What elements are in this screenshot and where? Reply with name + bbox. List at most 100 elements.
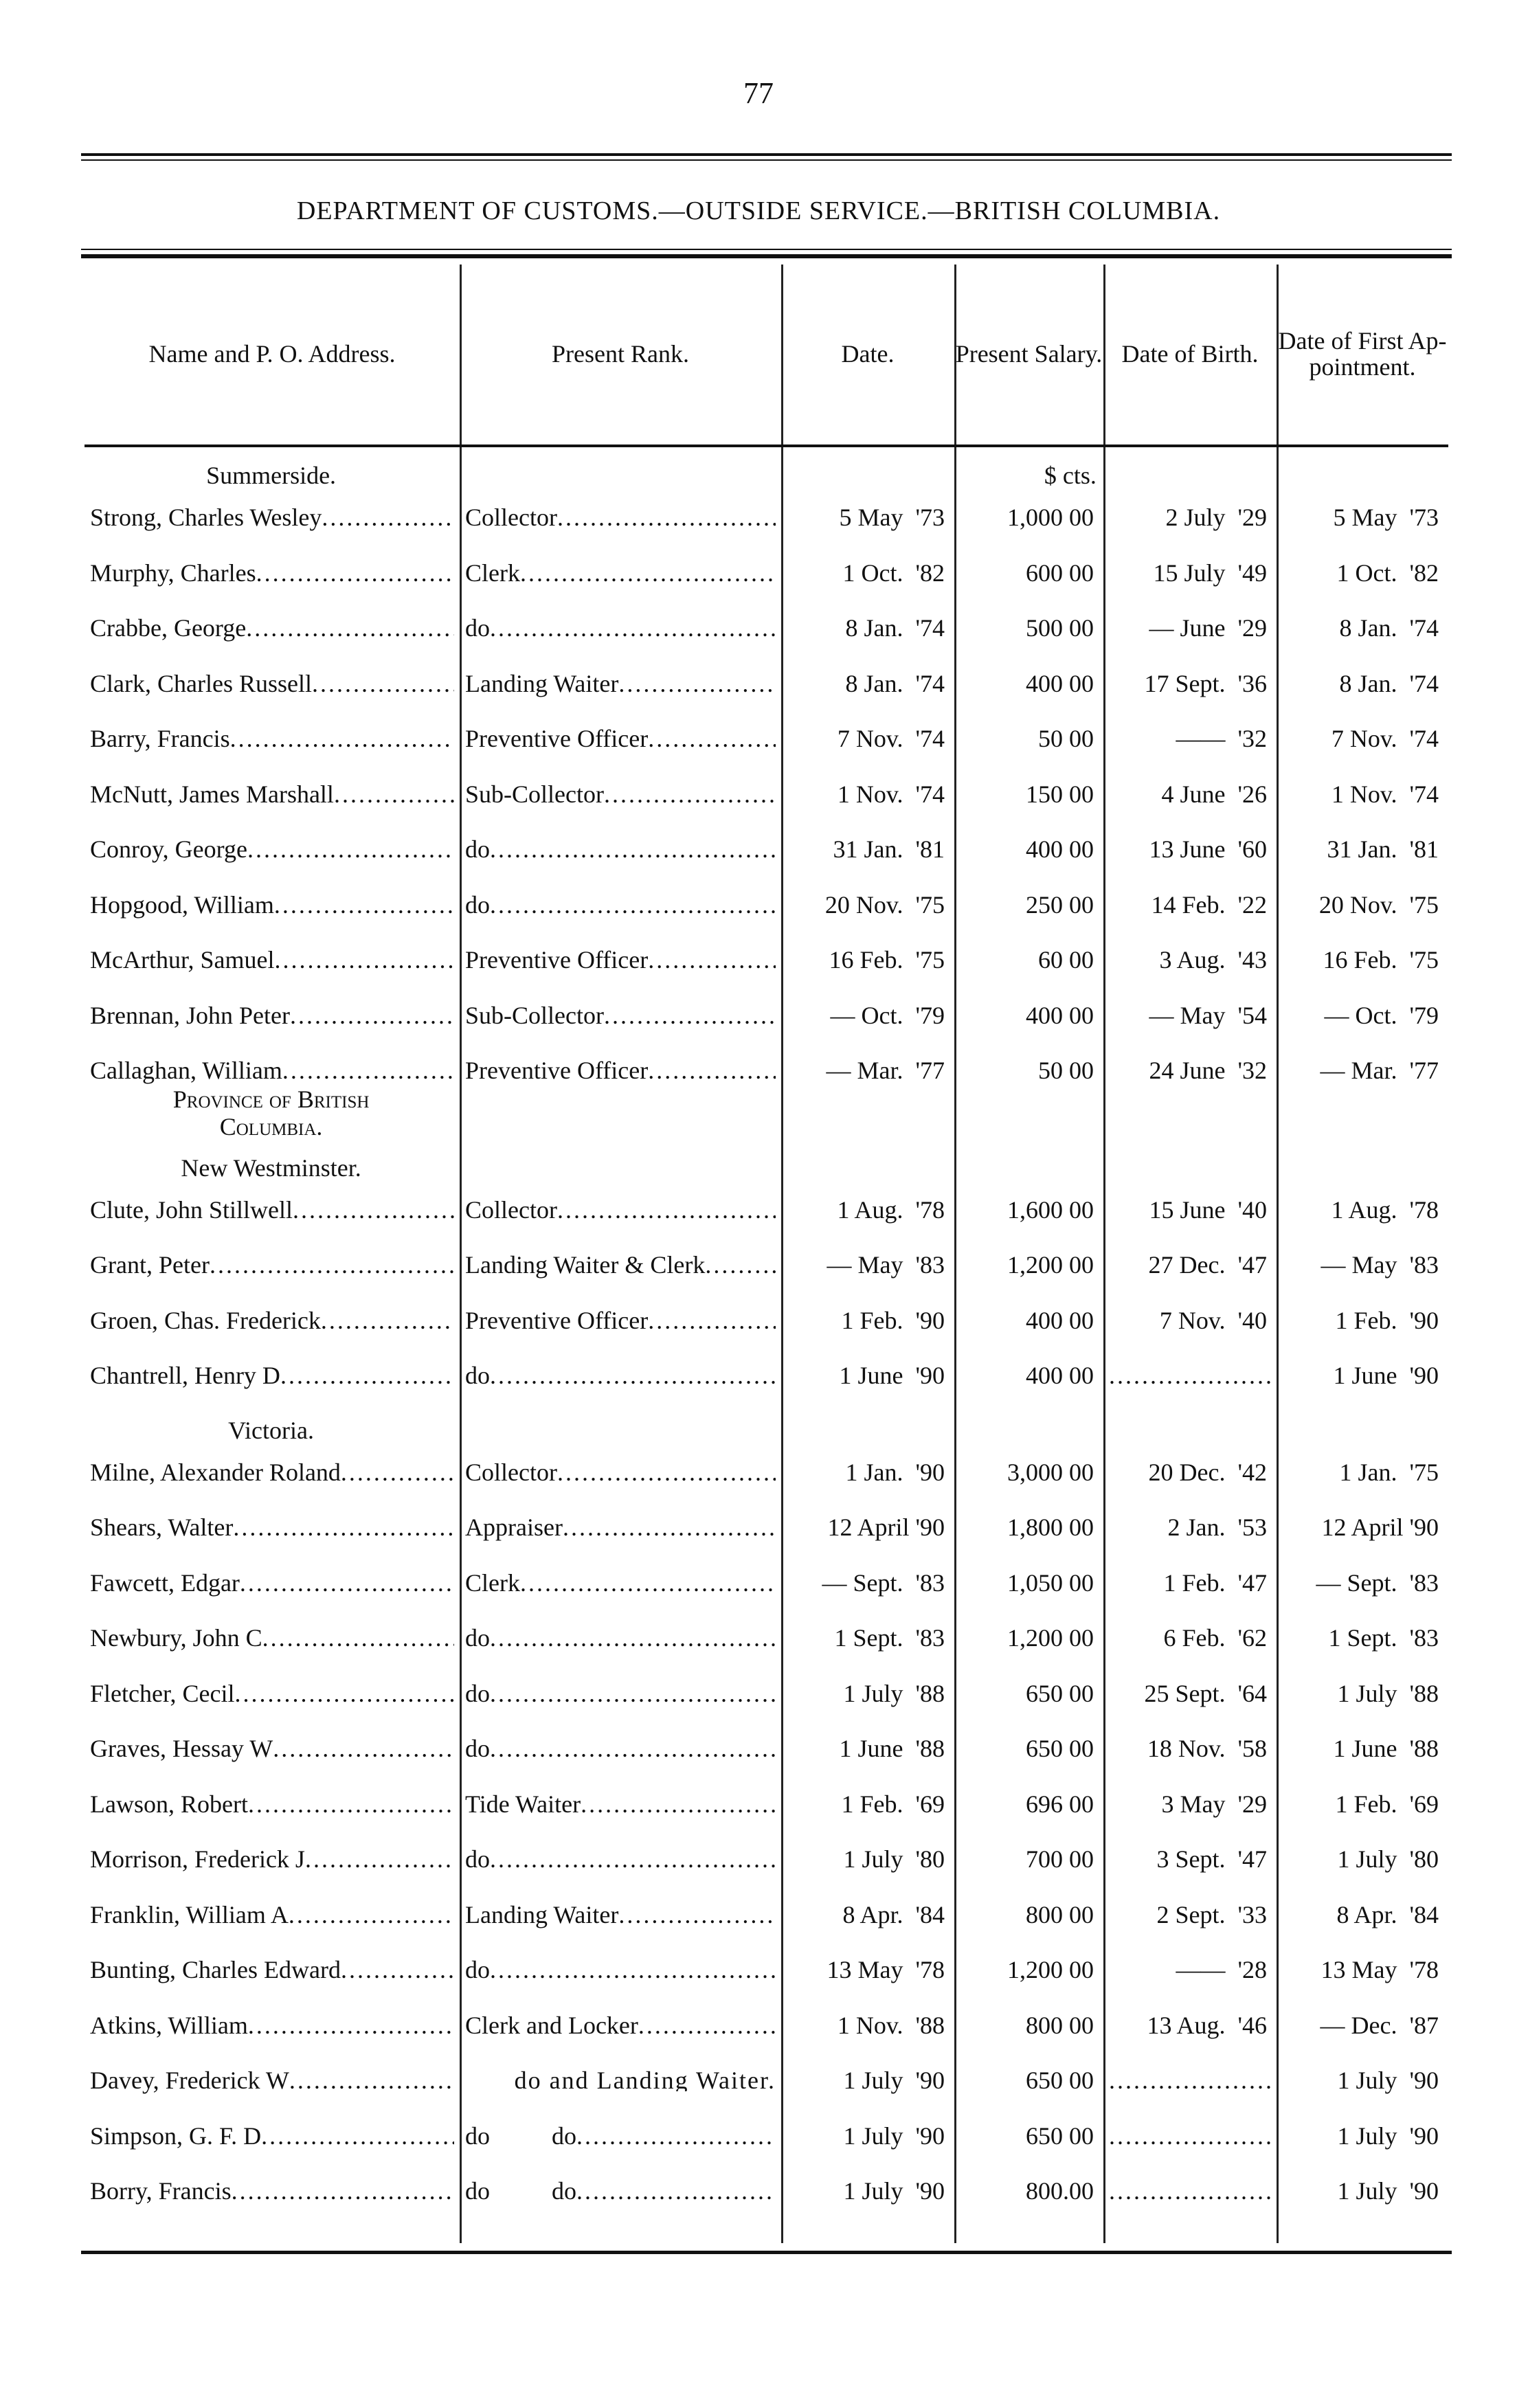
currency-label: $ cts. bbox=[1044, 462, 1097, 489]
table-row: Grant, Peter Landing Waiter & Clerk — Ma… bbox=[85, 1237, 1448, 1293]
rank: Landing Waiter bbox=[465, 1900, 619, 1928]
dot-leader bbox=[280, 1361, 454, 1390]
dot-leader bbox=[638, 2011, 776, 2040]
rank: Clerk and Locker bbox=[465, 2011, 638, 2039]
date: 13 May '78 bbox=[827, 1956, 945, 1984]
date-of-birth: 3 Aug. '43 bbox=[1159, 946, 1268, 974]
date-of-birth: — June '29 bbox=[1149, 614, 1267, 642]
dot-leader bbox=[557, 503, 776, 532]
rank: Clerk bbox=[465, 1568, 520, 1597]
dot-leader bbox=[490, 890, 776, 919]
name-cell: Clark, Charles Russell bbox=[85, 669, 460, 698]
page-title: DEPARTMENT OF CUSTOMS.—OUTSIDE SERVICE.—… bbox=[296, 196, 1221, 225]
name-cell: Newbury, John C bbox=[85, 1623, 460, 1652]
date-of-first-appointment: 1 Oct. '82 bbox=[1336, 559, 1439, 587]
table-row: Crabbe, George do 8 Jan. '74 500 00 — Ju… bbox=[85, 600, 1448, 656]
date: 1 July '88 bbox=[843, 1679, 945, 1707]
dot-leader bbox=[563, 1513, 776, 1542]
date-of-first-appointment: 7 Nov. '74 bbox=[1331, 725, 1439, 753]
dot-leader bbox=[210, 1250, 454, 1279]
rank: do bbox=[465, 1362, 490, 1390]
dot-leader bbox=[490, 614, 776, 642]
rank-cell: Sub-Collector bbox=[460, 780, 781, 809]
salary: 696 00 bbox=[1026, 1790, 1094, 1818]
dot-leader bbox=[604, 780, 776, 809]
date-of-first-appointment: — Mar. '77 bbox=[1320, 1057, 1439, 1085]
salary: 3,000 00 bbox=[1007, 1458, 1094, 1486]
date-of-birth bbox=[1103, 2176, 1277, 2205]
date: 7 Nov. '74 bbox=[837, 725, 945, 753]
date-of-birth: 13 June '60 bbox=[1149, 835, 1267, 864]
employee-name: Conroy, George bbox=[90, 835, 247, 864]
table-row: Bunting, Charles Edward do 13 May '78 1,… bbox=[85, 1942, 1448, 1998]
employee-name: Murphy, Charles bbox=[90, 559, 256, 587]
name-cell: Franklin, William A bbox=[85, 1900, 460, 1929]
name-cell: Simpson, G. F. D bbox=[85, 2122, 460, 2150]
salary: 800 00 bbox=[1026, 1900, 1094, 1928]
date: 1 Feb. '90 bbox=[841, 1306, 945, 1334]
rank-cell: do do bbox=[460, 2176, 781, 2205]
table-row: Clute, John Stillwell Collector 1 Aug. '… bbox=[85, 1182, 1448, 1238]
date-of-first-appointment: 1 July '90 bbox=[1337, 2177, 1439, 2205]
date: 1 Jan. '90 bbox=[845, 1458, 945, 1486]
page-number: 77 bbox=[743, 76, 774, 110]
table-row: Fawcett, Edgar Clerk — Sept. '83 1,050 0… bbox=[85, 1555, 1448, 1611]
dot-leader bbox=[648, 1056, 776, 1085]
name-cell: Hopgood, William bbox=[85, 890, 460, 919]
employee-name: Bunting, Charles Edward bbox=[90, 1956, 341, 1984]
employee-name: Hopgood, William bbox=[90, 890, 274, 919]
employee-name: Borry, Francis bbox=[90, 2177, 232, 2205]
salary: 650 00 bbox=[1026, 1735, 1094, 1763]
table-row: Brennan, John Peter Sub-Collector — Oct.… bbox=[85, 988, 1448, 1044]
table-row: Hopgood, William do 20 Nov. '75 250 00 1… bbox=[85, 877, 1448, 933]
salary: 650 00 bbox=[1026, 2122, 1094, 2150]
date-of-birth: 7 Nov. '40 bbox=[1159, 1306, 1267, 1334]
dot-leader bbox=[246, 614, 454, 642]
table-row: McArthur, Samuel Preventive Officer 16 F… bbox=[85, 932, 1448, 988]
title-rule bbox=[81, 254, 1452, 258]
rank: do bbox=[465, 1679, 490, 1707]
dot-leader bbox=[305, 1845, 454, 1873]
employee-name: Graves, Hessay W bbox=[90, 1735, 273, 1763]
employee-name: Clark, Charles Russell bbox=[90, 669, 312, 697]
column-divider bbox=[954, 265, 956, 2243]
rank: Preventive Officer bbox=[465, 1057, 649, 1085]
dot-leader bbox=[490, 1361, 776, 1390]
rank-cell: Collector bbox=[460, 1195, 781, 1224]
date-of-first-appointment: 1 June '90 bbox=[1333, 1362, 1439, 1390]
date-of-first-appointment: 13 May '78 bbox=[1321, 1956, 1439, 1984]
name-cell: Conroy, George bbox=[85, 835, 460, 864]
date-of-birth: 3 Sept. '47 bbox=[1156, 1845, 1268, 1873]
name-cell: Strong, Charles Wesley bbox=[85, 503, 460, 532]
date-of-birth: — May '54 bbox=[1149, 1001, 1267, 1029]
header-salary: Present Salary. bbox=[955, 340, 1103, 368]
date-of-birth: —— '32 bbox=[1176, 725, 1268, 753]
header-name: Name and P. O. Address. bbox=[148, 340, 396, 368]
rank-cell: do bbox=[460, 1623, 781, 1652]
rank-cell: do bbox=[460, 1845, 781, 1873]
date-of-first-appointment: 12 April '90 bbox=[1321, 1514, 1439, 1542]
dot-leader bbox=[576, 2176, 776, 2205]
rank: do bbox=[465, 1624, 490, 1652]
dot-leader bbox=[290, 1001, 454, 1030]
name-cell: Davey, Frederick W bbox=[85, 2066, 460, 2095]
date: — Mar. '77 bbox=[826, 1057, 945, 1085]
employee-name: Callaghan, William bbox=[90, 1057, 282, 1085]
name-cell: Fawcett, Edgar bbox=[85, 1568, 460, 1597]
customs-staff-table: Name and P. O. Address. Present Rank. Da… bbox=[85, 265, 1448, 2219]
table-row: Groen, Chas. Frederick Preventive Office… bbox=[85, 1293, 1448, 1349]
title-rule-thin bbox=[81, 249, 1452, 250]
rank: Preventive Officer bbox=[465, 946, 649, 974]
name-cell: Groen, Chas. Frederick bbox=[85, 1306, 460, 1335]
rank-cell: do bbox=[460, 890, 781, 919]
table-row: McNutt, James Marshall Sub-Collector 1 N… bbox=[85, 767, 1448, 822]
salary: 150 00 bbox=[1026, 780, 1094, 808]
dot-leader bbox=[289, 2066, 454, 2095]
employee-name: Atkins, William bbox=[90, 2011, 248, 2039]
section-heading: Summerside. bbox=[206, 462, 337, 489]
rank-cell: do bbox=[460, 1734, 781, 1763]
date-of-first-appointment: 31 Jan. '81 bbox=[1327, 835, 1439, 864]
date: 20 Nov. '75 bbox=[824, 890, 945, 919]
date: 1 Nov. '88 bbox=[837, 2011, 945, 2039]
rank: Collector bbox=[465, 504, 557, 532]
